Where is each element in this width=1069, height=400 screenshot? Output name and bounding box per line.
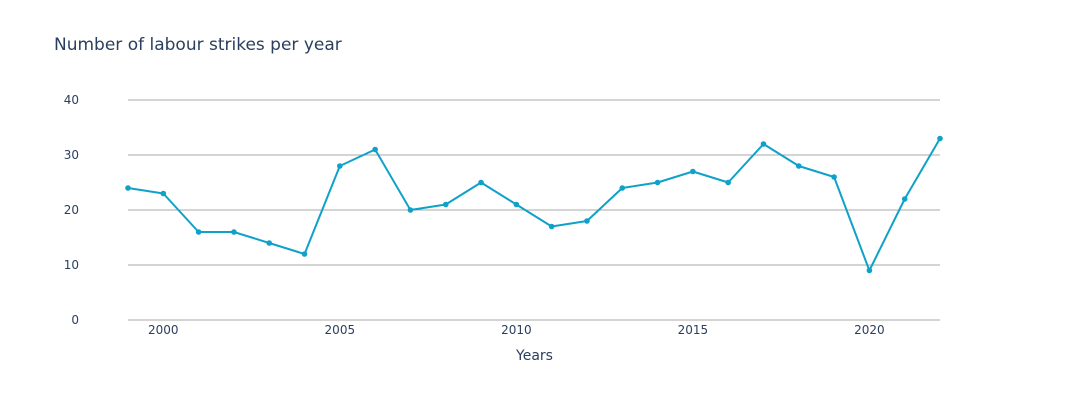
data-point	[831, 174, 837, 180]
data-point	[725, 179, 731, 186]
data-point	[654, 179, 661, 186]
data-point	[195, 229, 202, 235]
y-tick-label: 40	[64, 93, 79, 107]
y-tick-label: 0	[71, 313, 79, 327]
data-point	[478, 179, 484, 186]
y-tick-label: 10	[64, 258, 79, 272]
data-point	[795, 163, 802, 169]
grid-lines	[128, 99, 940, 321]
series-line	[127, 137, 941, 272]
data-point	[407, 207, 414, 213]
data-point	[937, 135, 943, 142]
x-axis-ticks: 2000 2005 2010 2015 2020	[148, 323, 885, 337]
data-point	[760, 141, 767, 147]
data-point	[231, 229, 237, 235]
data-point	[160, 190, 167, 197]
x-tick-label: 2020	[854, 323, 885, 337]
data-point	[301, 251, 308, 257]
data-point	[866, 267, 873, 274]
y-axis-ticks: 0 10 20 30 40	[64, 93, 79, 327]
data-point	[442, 201, 449, 208]
y-tick-label: 30	[64, 148, 79, 162]
x-tick-label: 2015	[678, 323, 709, 337]
data-point	[266, 240, 273, 246]
data-point	[513, 201, 520, 208]
x-tick-label: 2000	[148, 323, 179, 337]
data-point	[690, 168, 696, 175]
data-point	[372, 146, 378, 153]
data-point	[125, 185, 131, 191]
data-point	[901, 196, 908, 202]
series-group	[125, 135, 943, 274]
data-point	[337, 163, 343, 169]
x-axis-title: Years	[515, 348, 553, 364]
data-point	[548, 223, 555, 230]
data-point	[619, 185, 626, 191]
y-tick-label: 20	[64, 203, 79, 217]
chart-title: Number of labour strikes per year	[54, 35, 342, 55]
data-point	[584, 218, 590, 224]
x-tick-label: 2005	[325, 323, 356, 337]
x-tick-label: 2010	[501, 323, 532, 337]
